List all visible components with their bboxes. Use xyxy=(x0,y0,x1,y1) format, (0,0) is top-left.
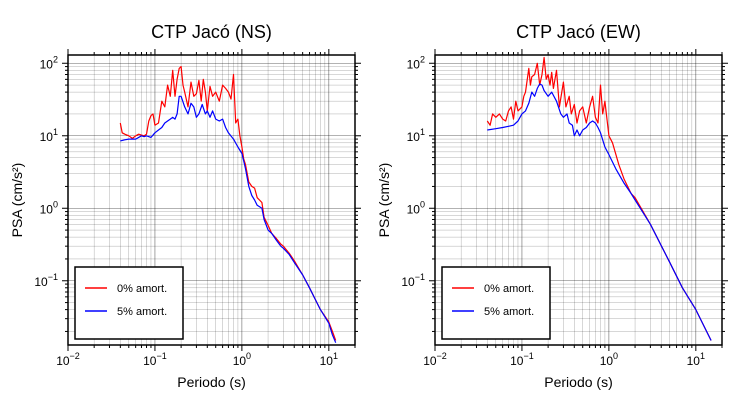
chart1-title: CTP Jacó (EW) xyxy=(516,22,641,42)
chart0-legend-label: 0% amort. xyxy=(117,283,167,295)
chart1-series-line-0 xyxy=(486,56,712,341)
chart1-ytick-label: 100 xyxy=(407,199,425,216)
chart0-xtick-label: 10−2 xyxy=(56,351,80,368)
chart-panel-ns: 10−2 10−1 100 101 10−1 100 101 102 CTP Jacó (NS)… xyxy=(9,22,361,390)
chart1-xtick-label: 101 xyxy=(687,351,705,368)
chart1-y-axis-label: PSA (cm/s²) xyxy=(376,163,392,238)
chart0-ytick-label: 10−1 xyxy=(34,272,58,289)
chart1-xtick-label: 10−1 xyxy=(510,351,534,368)
chart-panel-ew: 10−2 10−1 100 101 10−1 100 101 102 CTP Jacó (EW)… xyxy=(376,22,728,390)
chart1-series-line-1 xyxy=(487,83,712,341)
chart0-series-group xyxy=(119,65,337,343)
chart1-legend-label: 0% amort. xyxy=(484,283,534,295)
chart0-ytick-label: 100 xyxy=(40,199,58,216)
chart0-legend: 0% amort. 5% amort. xyxy=(74,266,184,340)
chart0-title: CTP Jacó (NS) xyxy=(151,22,272,42)
chart1-legend: 0% amort. 5% amort. xyxy=(441,266,551,340)
chart1-series-group xyxy=(486,56,712,341)
chart0-ytick-label: 101 xyxy=(40,127,58,144)
chart1-legend-label: 5% amort. xyxy=(484,306,534,318)
chart1-grid xyxy=(434,55,723,345)
chart0-series-line-1 xyxy=(120,95,337,343)
chart1-xtick-label: 10−2 xyxy=(423,351,447,368)
chart1-x-axis-label: Periodo (s) xyxy=(544,374,612,390)
chart1-ytick-label: 102 xyxy=(407,54,425,71)
chart1-xtick-label: 100 xyxy=(600,351,618,368)
chart0-plot-frame xyxy=(67,54,356,346)
chart0-grid xyxy=(67,55,356,345)
chart1-ytick-label: 10−1 xyxy=(401,272,425,289)
chart0-xtick-label: 101 xyxy=(320,351,338,368)
chart0-y-axis-label: PSA (cm/s²) xyxy=(9,163,25,238)
chart0-legend-label: 5% amort. xyxy=(117,306,167,318)
chart0-xtick-label: 10−1 xyxy=(143,351,167,368)
chart0-legend-box xyxy=(74,266,184,340)
chart0-x-axis-label: Periodo (s) xyxy=(177,374,245,390)
chart0-xtick-label: 100 xyxy=(233,351,251,368)
chart1-plot-frame xyxy=(434,54,723,346)
chart0-ytick-label: 102 xyxy=(40,54,58,71)
chart1-ytick-label: 101 xyxy=(407,127,425,144)
chart1-legend-box xyxy=(441,266,551,340)
